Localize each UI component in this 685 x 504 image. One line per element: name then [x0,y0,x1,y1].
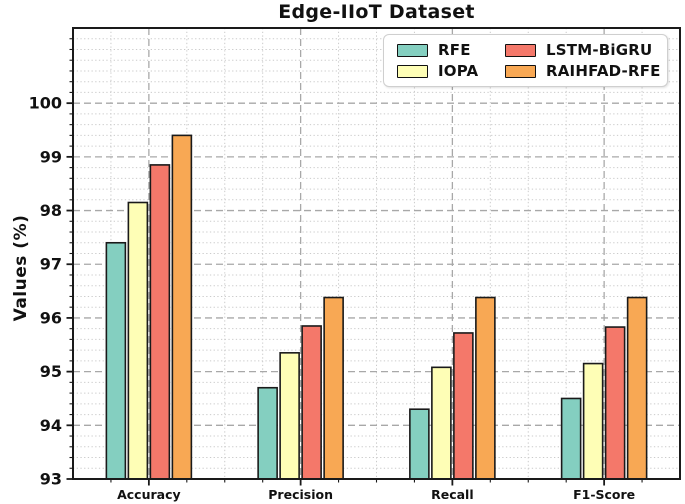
bar-recall-rfe [409,408,430,480]
bar-precision-rfe [257,386,278,480]
legend-item-raihfad-rfe: RAIHFAD-RFE [505,62,661,80]
bar-f1-score-iopa [582,362,604,480]
y-tick-label-99: 99 [40,147,62,166]
bar-f1-score-raihfad-rfe [626,296,648,480]
y-axis-label: Values (%) [11,214,31,322]
legend-item-rfe: RFE [397,41,501,59]
bar-precision-raihfad-rfe [323,296,344,480]
legend-label-lstm-bigru: LSTM-BiGRU [546,41,653,59]
legend-label-rfe: RFE [438,41,471,59]
y-tick-label-93: 93 [40,470,62,489]
y-tick-label-96: 96 [40,308,62,327]
legend: RFE LSTM-BiGRU IOPA RAIHFAD-RFE [383,34,668,87]
bar-f1-score-lstm-bigru [604,326,626,480]
legend-swatch-iopa [397,64,428,78]
bar-recall-lstm-bigru [453,332,474,480]
legend-label-iopa: IOPA [438,62,479,80]
x-tick-label-recall: Recall [431,487,474,502]
bar-recall-raihfad-rfe [475,296,496,480]
legend-item-lstm-bigru: LSTM-BiGRU [505,41,661,59]
bar-accuracy-lstm-bigru [149,164,171,480]
bar-accuracy-rfe [105,241,127,480]
bar-accuracy-raihfad-rfe [171,134,193,480]
legend-swatch-rfe [397,43,428,57]
x-tick-label-accuracy: Accuracy [117,487,181,502]
legend-swatch-lstm-bigru [505,43,536,57]
x-tick-label-f1-score: F1-Score [573,487,635,502]
y-tick-label-97: 97 [40,255,62,274]
bar-precision-iopa [279,352,300,480]
legend-label-raihfad-rfe: RAIHFAD-RFE [546,62,661,80]
y-tick-label-100: 100 [29,94,62,113]
x-tick-label-precision: Precision [268,487,333,502]
y-tick-label-95: 95 [40,362,62,381]
legend-swatch-raihfad-rfe [505,64,536,78]
y-tick-label-98: 98 [40,201,62,220]
legend-item-iopa: IOPA [397,62,501,80]
bar-f1-score-rfe [560,397,582,480]
bar-accuracy-iopa [127,201,149,480]
y-tick-label-94: 94 [40,416,62,435]
bar-recall-iopa [431,366,452,480]
chart-title: Edge-IIoT Dataset [278,1,475,23]
bar-precision-lstm-bigru [301,325,322,480]
